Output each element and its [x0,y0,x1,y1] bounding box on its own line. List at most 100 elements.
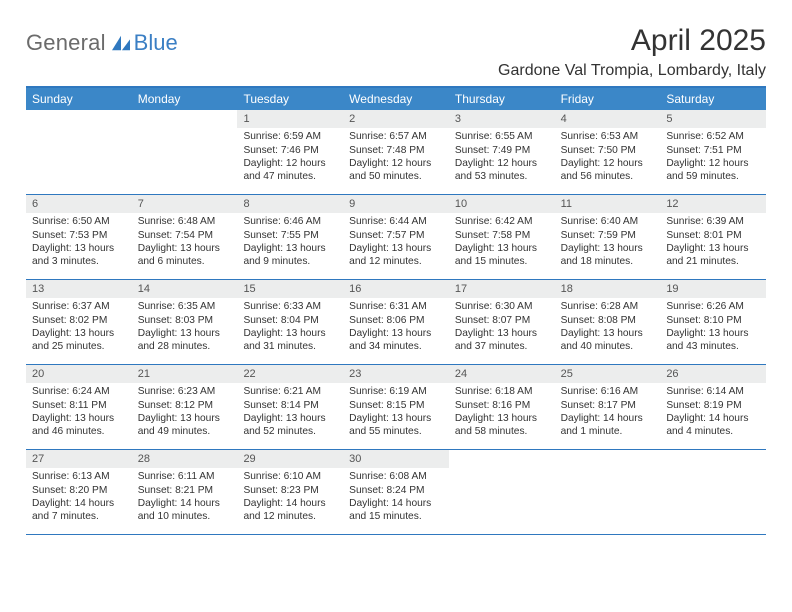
day-number: 27 [26,450,132,468]
daylight-text-1: Daylight: 13 hours [32,327,126,340]
sunset-text: Sunset: 8:02 PM [32,314,126,327]
sunset-text: Sunset: 7:59 PM [561,229,655,242]
calendar-cell: 19Sunrise: 6:26 AMSunset: 8:10 PMDayligh… [660,280,766,364]
calendar-cell: 9Sunrise: 6:44 AMSunset: 7:57 PMDaylight… [343,195,449,279]
sunrise-text: Sunrise: 6:37 AM [32,300,126,313]
calendar-cell: 11 Sunrise: 6:40 AMSunset: 7:59 PMDayligh… [555,195,661,279]
day-number: 22 [237,365,343,383]
sunrise-text: Sunrise: 6:23 AM [138,385,232,398]
title-block: April 2025 Gardone Val Trompia, Lombardy… [498,24,766,80]
sunset-text: Sunset: 8:06 PM [349,314,443,327]
week-row: 6Sunrise: 6:50 AMSunset: 7:53 PMDaylight… [26,195,766,280]
logo-text-blue: Blue [134,30,178,56]
daylight-text-1: Daylight: 12 hours [243,157,337,170]
calendar-cell-empty [132,110,238,194]
daylight-text-2: and 50 minutes. [349,170,443,183]
daylight-text-1: Daylight: 13 hours [349,327,443,340]
calendar-cell: 18Sunrise: 6:28 AMSunset: 8:08 PMDayligh… [555,280,661,364]
daylight-text-1: Daylight: 14 hours [666,412,760,425]
cell-body: Sunrise: 6:48 AMSunset: 7:54 PMDaylight:… [132,215,238,268]
sunrise-text: Sunrise: 6:44 AM [349,215,443,228]
day-number: 13 [26,280,132,298]
sunset-text: Sunset: 8:01 PM [666,229,760,242]
daylight-text-1: Daylight: 13 hours [243,327,337,340]
day-number: 4 [555,110,661,128]
sunrise-text: Sunrise: 6:18 AM [455,385,549,398]
day-number: 25 [555,365,661,383]
daylight-text-1: Daylight: 13 hours [243,412,337,425]
sunset-text: Sunset: 7:49 PM [455,144,549,157]
daylight-text-2: and 28 minutes. [138,340,232,353]
cell-body: Sunrise: 6:39 AMSunset: 8:01 PMDaylight:… [660,215,766,268]
daylight-text-2: and 25 minutes. [32,340,126,353]
calendar-cell: 17Sunrise: 6:30 AMSunset: 8:07 PMDayligh… [449,280,555,364]
daylight-text-2: and 4 minutes. [666,425,760,438]
sunset-text: Sunset: 8:08 PM [561,314,655,327]
sunset-text: Sunset: 8:17 PM [561,399,655,412]
sunset-text: Sunset: 8:24 PM [349,484,443,497]
calendar-cell-empty [26,110,132,194]
daylight-text-1: Daylight: 12 hours [666,157,760,170]
sunset-text: Sunset: 7:50 PM [561,144,655,157]
daylight-text-2: and 1 minute. [561,425,655,438]
sunrise-text: Sunrise: 6:28 AM [561,300,655,313]
cell-body: Sunrise: 6:26 AMSunset: 8:10 PMDaylight:… [660,300,766,353]
cell-body: Sunrise: 6:40 AMSunset: 7:59 PMDaylight:… [555,215,661,268]
day-header-row: SundayMondayTuesdayWednesdayThursdayFrid… [26,88,766,110]
daylight-text-1: Daylight: 12 hours [561,157,655,170]
sunset-text: Sunset: 8:10 PM [666,314,760,327]
daylight-text-1: Daylight: 13 hours [349,242,443,255]
day-number: 26 [660,365,766,383]
day-header-cell: Tuesday [237,88,343,110]
daylight-text-2: and 12 minutes. [349,255,443,268]
cell-body: Sunrise: 6:42 AMSunset: 7:58 PMDaylight:… [449,215,555,268]
calendar-cell: 1Sunrise: 6:59 AMSunset: 7:46 PMDaylight… [237,110,343,194]
cell-body: Sunrise: 6:52 AMSunset: 7:51 PMDaylight:… [660,130,766,183]
cell-body: Sunrise: 6:10 AMSunset: 8:23 PMDaylight:… [237,470,343,523]
calendar-cell: 13 Sunrise: 6:37 AMSunset: 8:02 PMDayligh… [26,280,132,364]
sunset-text: Sunset: 8:07 PM [455,314,549,327]
daylight-text-2: and 21 minutes. [666,255,760,268]
day-header-cell: Saturday [660,88,766,110]
daylight-text-1: Daylight: 13 hours [138,412,232,425]
page-title: April 2025 [498,24,766,58]
cell-body: Sunrise: 6:14 AMSunset: 8:19 PMDaylight:… [660,385,766,438]
daylight-text-1: Daylight: 13 hours [349,412,443,425]
cell-body: Sunrise: 6:18 AMSunset: 8:16 PMDaylight:… [449,385,555,438]
calendar-cell: 10 Sunrise: 6:42 AMSunset: 7:58 PMDayligh… [449,195,555,279]
sunset-text: Sunset: 8:12 PM [138,399,232,412]
daylight-text-1: Daylight: 14 hours [32,497,126,510]
sunrise-text: Sunrise: 6:55 AM [455,130,549,143]
day-header-cell: Sunday [26,88,132,110]
daylight-text-1: Daylight: 14 hours [243,497,337,510]
daylight-text-2: and 7 minutes. [32,510,126,523]
sunrise-text: Sunrise: 6:31 AM [349,300,443,313]
daylight-text-2: and 56 minutes. [561,170,655,183]
sunrise-text: Sunrise: 6:57 AM [349,130,443,143]
day-header-cell: Friday [555,88,661,110]
sunset-text: Sunset: 8:20 PM [32,484,126,497]
logo-text-general: General [26,30,106,56]
sunset-text: Sunset: 7:48 PM [349,144,443,157]
sunrise-text: Sunrise: 6:19 AM [349,385,443,398]
sunrise-text: Sunrise: 6:39 AM [666,215,760,228]
calendar-cell: 5Sunrise: 6:52 AMSunset: 7:51 PMDaylight… [660,110,766,194]
daylight-text-1: Daylight: 13 hours [666,242,760,255]
calendar-cell: 25 Sunrise: 6:16 AMSunset: 8:17 PMDayligh… [555,365,661,449]
calendar-cell-empty [449,450,555,534]
day-number: 11 [555,195,661,213]
cell-body: Sunrise: 6:16 AMSunset: 8:17 PMDaylight:… [555,385,661,438]
week-row: 1Sunrise: 6:59 AMSunset: 7:46 PMDaylight… [26,110,766,195]
daylight-text-1: Daylight: 12 hours [455,157,549,170]
calendar-grid: SundayMondayTuesdayWednesdayThursdayFrid… [26,86,766,535]
sunrise-text: Sunrise: 6:59 AM [243,130,337,143]
day-number: 10 [449,195,555,213]
cell-body: Sunrise: 6:13 AMSunset: 8:20 PMDaylight:… [26,470,132,523]
calendar-cell-empty [555,450,661,534]
daylight-text-2: and 53 minutes. [455,170,549,183]
sunset-text: Sunset: 7:54 PM [138,229,232,242]
daylight-text-2: and 43 minutes. [666,340,760,353]
header: General Blue April 2025 Gardone Val Trom… [26,24,766,80]
daylight-text-1: Daylight: 12 hours [349,157,443,170]
day-number: 29 [237,450,343,468]
